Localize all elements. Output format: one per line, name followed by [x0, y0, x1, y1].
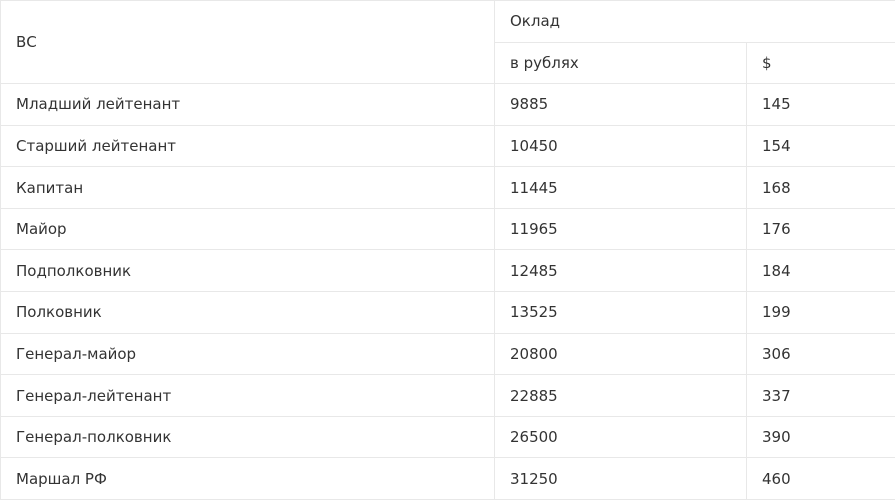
- header-cell: в рублях: [495, 42, 747, 85]
- table-cell: 13525: [495, 292, 747, 334]
- table-cell: 154: [747, 126, 895, 168]
- table-cell: 168: [747, 167, 895, 209]
- table-cell: Капитан: [1, 167, 495, 209]
- table-cell: 390: [747, 417, 895, 459]
- header-cell: ВС: [1, 1, 495, 85]
- table-cell: Маршал РФ: [1, 458, 495, 500]
- table-cell: Генерал-лейтенант: [1, 375, 495, 417]
- table-cell: Генерал-майор: [1, 333, 495, 376]
- table-cell: 306: [747, 334, 895, 376]
- table-cell: 460: [747, 458, 895, 500]
- table-cell: 337: [747, 375, 895, 417]
- table-cell: Полковник: [1, 292, 495, 334]
- table-cell: Майор: [1, 208, 495, 251]
- table-cell: 31250: [495, 458, 747, 500]
- table-cell: 176: [747, 209, 895, 251]
- table-cell: 145: [747, 84, 895, 126]
- table-cell: 20800: [495, 333, 747, 376]
- header-cell: Оклад: [495, 1, 895, 43]
- table-cell: 11445: [495, 167, 747, 209]
- table-cell: Старший лейтенант: [1, 125, 495, 168]
- table-cell: 26500: [495, 416, 747, 459]
- table-cell: Генерал-полковник: [1, 416, 495, 459]
- header-cell: $: [747, 43, 895, 85]
- table-cell: 9885: [495, 84, 747, 126]
- table-cell: 10450: [495, 125, 747, 168]
- table-cell: 184: [747, 250, 895, 293]
- table-cell: 11965: [495, 208, 747, 251]
- table-cell: 12485: [495, 250, 747, 293]
- table-cell: Младший лейтенант: [1, 84, 495, 126]
- table-cell: 22885: [495, 375, 747, 417]
- table-cell: Подполковник: [1, 250, 495, 293]
- table-cell: 199: [747, 292, 895, 334]
